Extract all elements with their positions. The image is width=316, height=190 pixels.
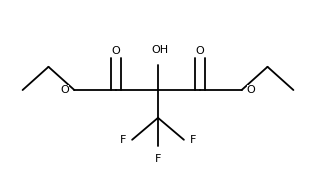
Text: O: O [246,85,255,95]
Text: O: O [112,46,121,56]
Text: F: F [155,154,161,164]
Text: O: O [61,85,70,95]
Text: F: F [190,135,196,145]
Text: OH: OH [151,45,168,55]
Text: F: F [120,135,126,145]
Text: O: O [195,46,204,56]
